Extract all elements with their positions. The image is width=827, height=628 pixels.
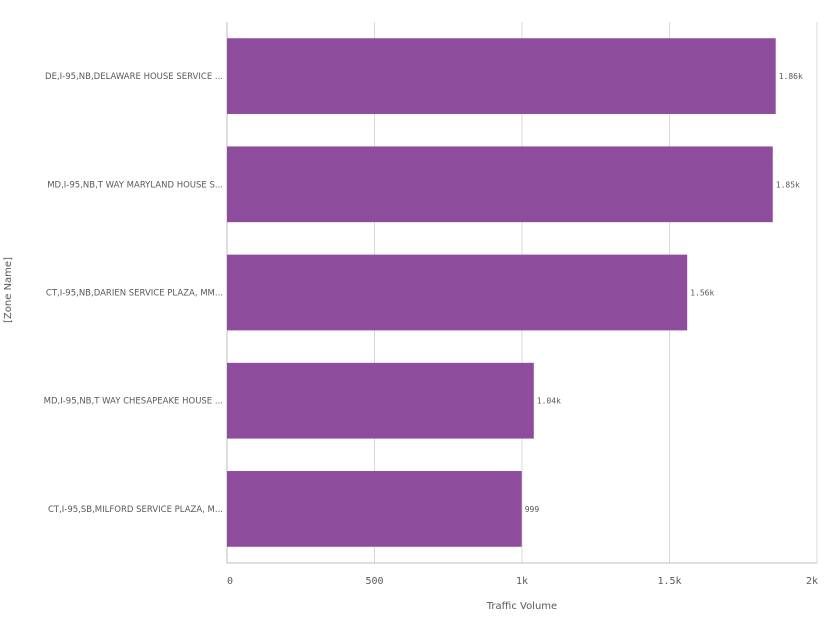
bar-value-label: 999 xyxy=(525,505,540,514)
y-axis-title: [Zone Name] xyxy=(3,257,14,323)
bar-value-label: 1.86k xyxy=(779,72,803,81)
bar[interactable] xyxy=(227,38,776,114)
category-labels: DE,I-95,NB,DELAWARE HOUSE SERVICE ... MD,… xyxy=(44,72,223,515)
category-label: CT,I-95,SB,MILFORD SERVICE PLAZA, M... xyxy=(48,505,223,515)
value-labels: 1.86k 1.85k 1.56k 1.04k 999 xyxy=(525,72,803,514)
bar[interactable] xyxy=(227,254,688,331)
category-label: DE,I-95,NB,DELAWARE HOUSE SERVICE ... xyxy=(45,72,223,82)
category-label: MD,I-95,NB,T WAY MARYLAND HOUSE S... xyxy=(47,180,223,190)
x-tick-label: 0 xyxy=(227,576,233,587)
bar[interactable] xyxy=(227,146,773,223)
bar[interactable] xyxy=(227,362,534,439)
bar-value-label: 1.56k xyxy=(690,289,714,298)
x-tick-label: 1.5k xyxy=(657,576,681,587)
bar-value-label: 1.04k xyxy=(537,397,561,406)
x-axis-title: Traffic Volume xyxy=(486,601,557,612)
category-label: CT,I-95,NB,DARIEN SERVICE PLAZA, MM... xyxy=(46,289,223,299)
bar-value-label: 1.85k xyxy=(776,180,800,189)
category-label: MD,I-95,NB,T WAY CHESAPEAKE HOUSE ... xyxy=(44,397,223,407)
x-tick-label: 2k xyxy=(806,576,818,587)
bar[interactable] xyxy=(227,471,522,547)
x-tick-labels: 0 500 1k 1.5k 2k xyxy=(227,576,818,587)
x-tick-label: 500 xyxy=(365,576,383,587)
bars xyxy=(227,38,776,547)
x-tick-label: 1k xyxy=(516,576,528,587)
